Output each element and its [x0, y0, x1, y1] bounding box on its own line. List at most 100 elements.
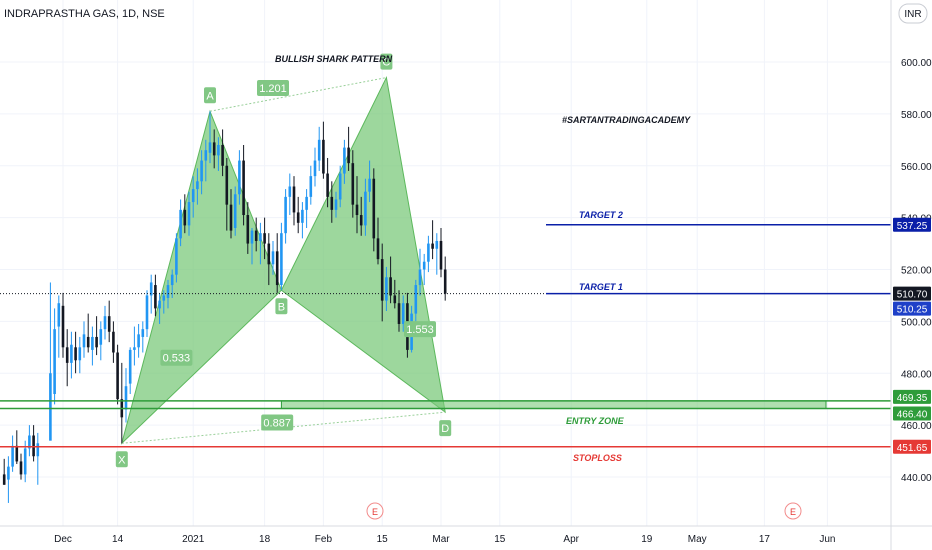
candle-body [183, 209, 187, 226]
pattern-point-d: D [439, 420, 452, 437]
candle-body [238, 160, 241, 195]
pattern-point-x: X [115, 451, 128, 468]
candle-body [170, 274, 174, 286]
price-tag-bg [893, 439, 931, 454]
candle-body [309, 176, 313, 197]
candle-body [61, 305, 65, 348]
price-tag-entry-zone-upper: 469.35 [893, 389, 931, 404]
candle-body [271, 251, 275, 265]
candle-body [196, 181, 199, 190]
pattern-ratio-label: 1.201 [259, 83, 287, 95]
candle-body [355, 204, 359, 216]
candle-body [322, 139, 325, 174]
candle-body [317, 139, 321, 161]
entry-zone-label: ENTRY ZONE [566, 416, 625, 426]
candle-body [414, 285, 418, 314]
x-tick-label: May [688, 534, 707, 545]
candle-body [154, 285, 157, 309]
y-tick-label: 500.00 [901, 317, 932, 328]
target1-label: TARGET 1 [579, 282, 623, 292]
pattern-point-label: X [118, 454, 126, 466]
x-tick-label: Feb [315, 534, 333, 545]
candle-body [330, 196, 334, 210]
candle-body [74, 347, 77, 361]
candle-body [242, 160, 245, 216]
pattern-ratio: 0.887 [261, 414, 294, 431]
pattern-title: BULLISH SHARK PATTERN [275, 54, 393, 64]
pattern-ratio: 1.553 [404, 321, 436, 338]
candle-body [385, 277, 388, 301]
candle-body [217, 145, 220, 156]
earnings-circle [366, 502, 384, 520]
pattern-point-label: B [278, 301, 285, 313]
candle-body [280, 233, 283, 286]
pattern-point-label: D [441, 423, 449, 435]
candle-body [11, 445, 14, 467]
candle-body [275, 251, 279, 286]
candle-body [351, 163, 355, 205]
candle-body [292, 186, 296, 213]
candle-body [380, 259, 384, 301]
candle-body [145, 295, 149, 330]
academy-label: #SARTANTRADINGACADEMY [562, 115, 691, 125]
candle-body [313, 160, 317, 177]
candle-body [91, 336, 94, 350]
candle-body [250, 230, 254, 244]
levels [0, 224, 891, 448]
pattern-point-c: C [380, 53, 393, 70]
candle-body [368, 178, 371, 192]
earnings-marker[interactable]: E [784, 502, 802, 520]
candle-body [162, 295, 166, 301]
y-tick-label: 460.00 [901, 421, 932, 432]
ac-connector [209, 77, 387, 112]
price-tag-target-2: 537.25 [893, 217, 931, 232]
candle-body [233, 194, 237, 228]
pattern-ratio-bg [261, 414, 294, 431]
candle-body [393, 295, 397, 304]
candle-body [200, 160, 203, 182]
candle-body [389, 277, 392, 296]
pattern-point-bg [115, 451, 128, 468]
y-tick-label: 520.00 [901, 266, 932, 277]
candle-body [225, 165, 229, 205]
candle-body [23, 448, 27, 475]
candle-body [107, 316, 111, 332]
candle-body [53, 329, 56, 394]
y-tick-label: 480.00 [901, 369, 932, 380]
candle-body [364, 191, 367, 226]
pattern-ratio: 0.533 [160, 349, 193, 366]
x-tick-label: Mar [432, 534, 450, 545]
candle-body [254, 230, 258, 241]
price-tag-current: 510.25 [893, 301, 931, 316]
price-tag-bg [893, 406, 931, 421]
price-tag-text: 510.25 [897, 305, 928, 316]
candle-body [179, 209, 182, 239]
candle-body [32, 435, 35, 457]
currency-button[interactable]: INR [898, 3, 928, 24]
candle-body [166, 285, 170, 299]
candle-body [359, 215, 363, 226]
x-tick-label: 17 [759, 534, 771, 545]
earnings-letter: E [372, 507, 378, 517]
pattern-point-bg [275, 298, 288, 315]
x-tick-label: Dec [54, 534, 72, 545]
pattern-point-a: A [204, 87, 216, 104]
candle-body [263, 233, 266, 244]
candle-body [397, 303, 401, 324]
candle-body [376, 238, 380, 260]
pattern-ratio: 1.201 [257, 79, 289, 96]
candle-body [305, 196, 308, 210]
candle-body [443, 269, 447, 294]
candle-body [112, 331, 115, 353]
pattern-ratio-label: 1.553 [406, 324, 434, 336]
x-tick-label: Jun [819, 534, 835, 545]
candle-body [418, 269, 422, 286]
candle-body [439, 240, 443, 270]
candle-body [57, 303, 61, 327]
y-tick-label: 600.00 [901, 58, 932, 69]
price-tags: 537.25 510.70 510.25 469.35 466.40 451.65 [893, 217, 931, 454]
earnings-marker[interactable]: E [366, 502, 384, 520]
candle-body [204, 150, 208, 161]
